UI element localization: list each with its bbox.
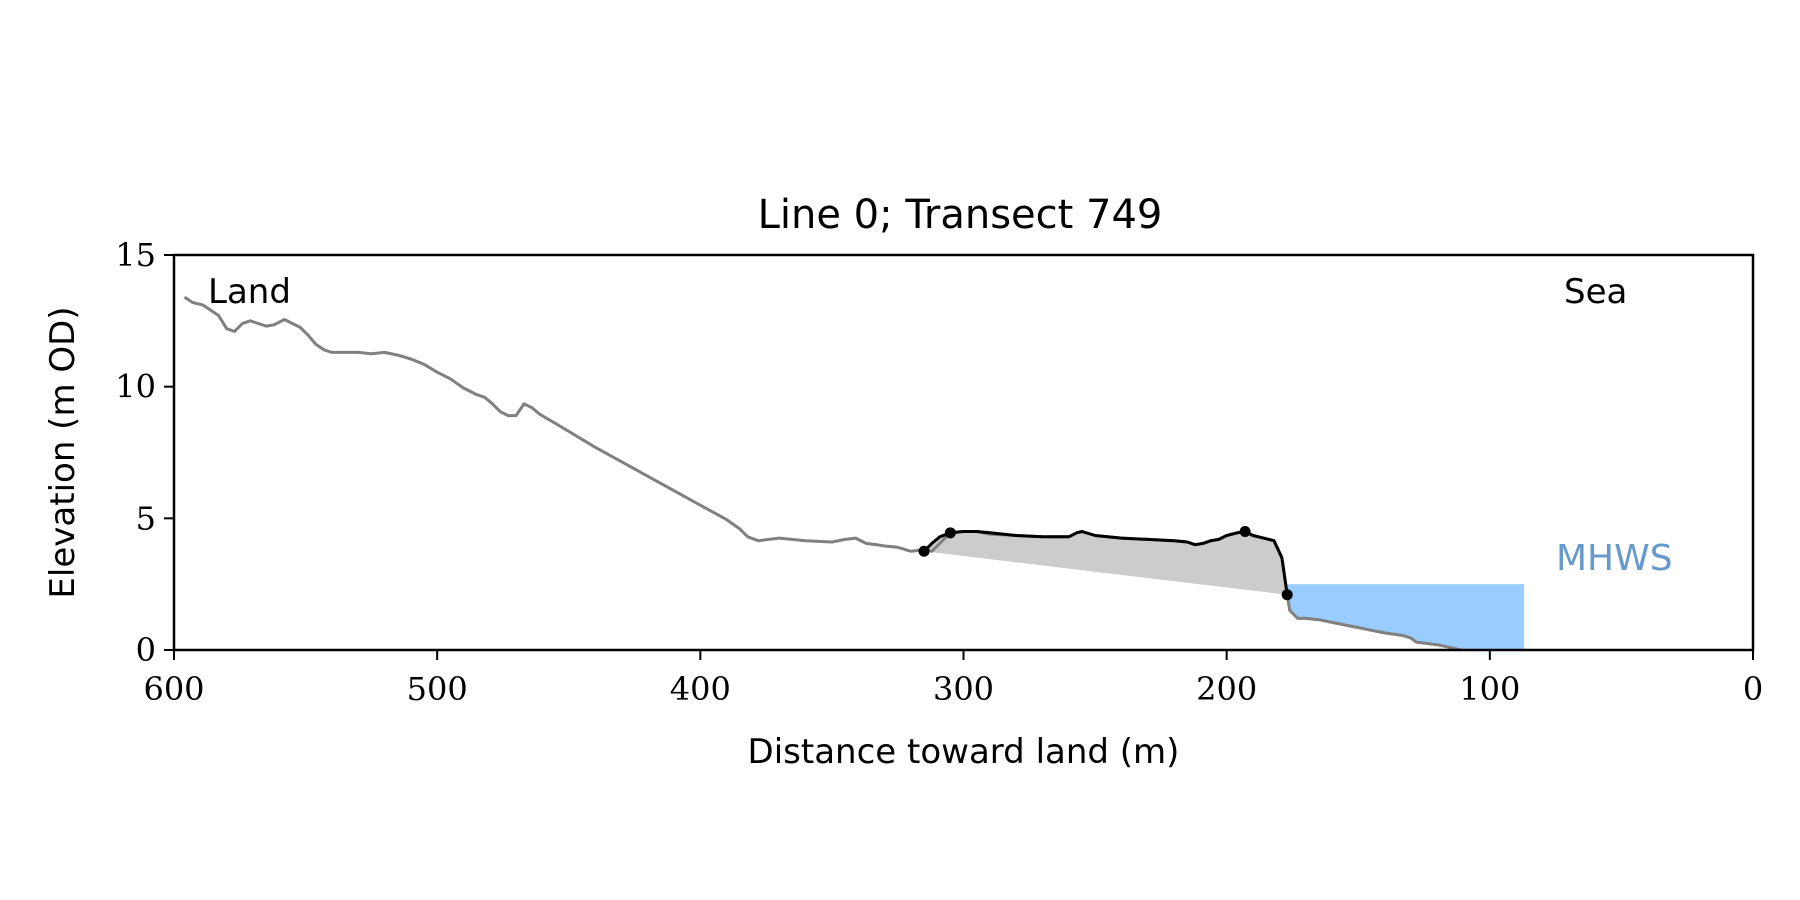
land-annotation: Land bbox=[208, 272, 291, 312]
dune-markers bbox=[918, 526, 1293, 601]
dune-area-fill bbox=[924, 531, 1288, 595]
mhws-area-shape bbox=[1287, 584, 1524, 650]
x-tick-label: 600 bbox=[143, 670, 204, 708]
y-axis-ticks: 0 5 10 15 bbox=[115, 236, 174, 669]
chart-title: Line 0; Transect 749 bbox=[758, 192, 1163, 238]
full-profile-line bbox=[183, 295, 1462, 652]
x-tick-label: 0 bbox=[1743, 670, 1763, 708]
dune-marker bbox=[1239, 526, 1251, 537]
x-axis-label: Distance toward land (m) bbox=[748, 732, 1180, 772]
x-tick-label: 100 bbox=[1459, 670, 1520, 708]
x-tick-label: 400 bbox=[670, 670, 731, 708]
y-tick-label: 0 bbox=[136, 631, 156, 669]
dune-marker bbox=[944, 527, 956, 539]
y-axis-label: Elevation (m OD) bbox=[43, 306, 83, 598]
dune-marker bbox=[1281, 589, 1293, 601]
y-tick-label: 5 bbox=[136, 499, 156, 537]
x-axis-ticks: 600 500 400 300 200 100 0 bbox=[143, 650, 1763, 708]
dune-marker bbox=[918, 545, 930, 557]
sea-annotation: Sea bbox=[1564, 272, 1627, 312]
mhws-annotation: MHWS bbox=[1556, 538, 1673, 579]
x-tick-label: 500 bbox=[407, 670, 468, 708]
y-tick-label: 15 bbox=[115, 236, 156, 274]
plot-area bbox=[183, 295, 1524, 652]
y-tick-label: 10 bbox=[115, 368, 156, 406]
x-tick-label: 200 bbox=[1196, 670, 1257, 708]
x-tick-label: 300 bbox=[933, 670, 994, 708]
